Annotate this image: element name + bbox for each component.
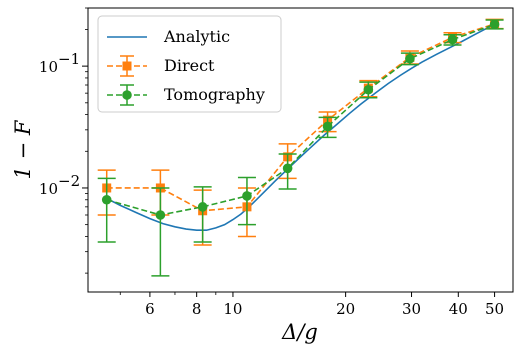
x-tick-label: 30 xyxy=(402,300,421,318)
legend-item-analytic: Analytic xyxy=(107,27,230,46)
data-point xyxy=(322,121,333,132)
data-point xyxy=(282,163,293,174)
x-tick-label: 10 xyxy=(223,300,242,318)
legend-item-direct: Direct xyxy=(107,55,215,77)
y-tick-exponent: −2 xyxy=(58,172,80,190)
data-point xyxy=(101,194,112,205)
series-line xyxy=(106,24,495,232)
series-analytic xyxy=(106,24,495,232)
legend-label: Tomography xyxy=(164,85,265,104)
x-axis-label: Δ/g xyxy=(281,320,318,344)
data-point xyxy=(405,53,415,64)
data-point xyxy=(447,34,458,45)
legend-label: Direct xyxy=(164,56,215,75)
data-point xyxy=(155,210,166,220)
y-axis-label: 1 − F xyxy=(11,119,35,179)
legend-item-tomography: Tomography xyxy=(107,84,265,106)
data-point xyxy=(363,84,374,95)
series-tomography xyxy=(97,19,504,277)
plot-frame xyxy=(87,7,514,293)
series-line xyxy=(106,23,495,212)
x-tick-label: 20 xyxy=(336,300,355,318)
legend-marker xyxy=(122,61,132,71)
data-point xyxy=(242,191,252,201)
legend-box xyxy=(97,15,282,113)
y-tick-exponent: −1 xyxy=(58,50,80,68)
y-tick-label: 10 xyxy=(39,180,58,198)
data-point xyxy=(489,19,500,30)
series-line xyxy=(106,23,495,216)
x-tick-label: 6 xyxy=(145,300,155,318)
y-tick-label: 10 xyxy=(39,58,58,76)
legend-label: Analytic xyxy=(163,27,230,46)
x-tick-label: 8 xyxy=(192,300,202,318)
x-tick-label: 50 xyxy=(485,300,504,318)
legend-marker xyxy=(122,90,132,100)
x-tick-label: 40 xyxy=(449,300,468,318)
data-point xyxy=(197,202,208,212)
